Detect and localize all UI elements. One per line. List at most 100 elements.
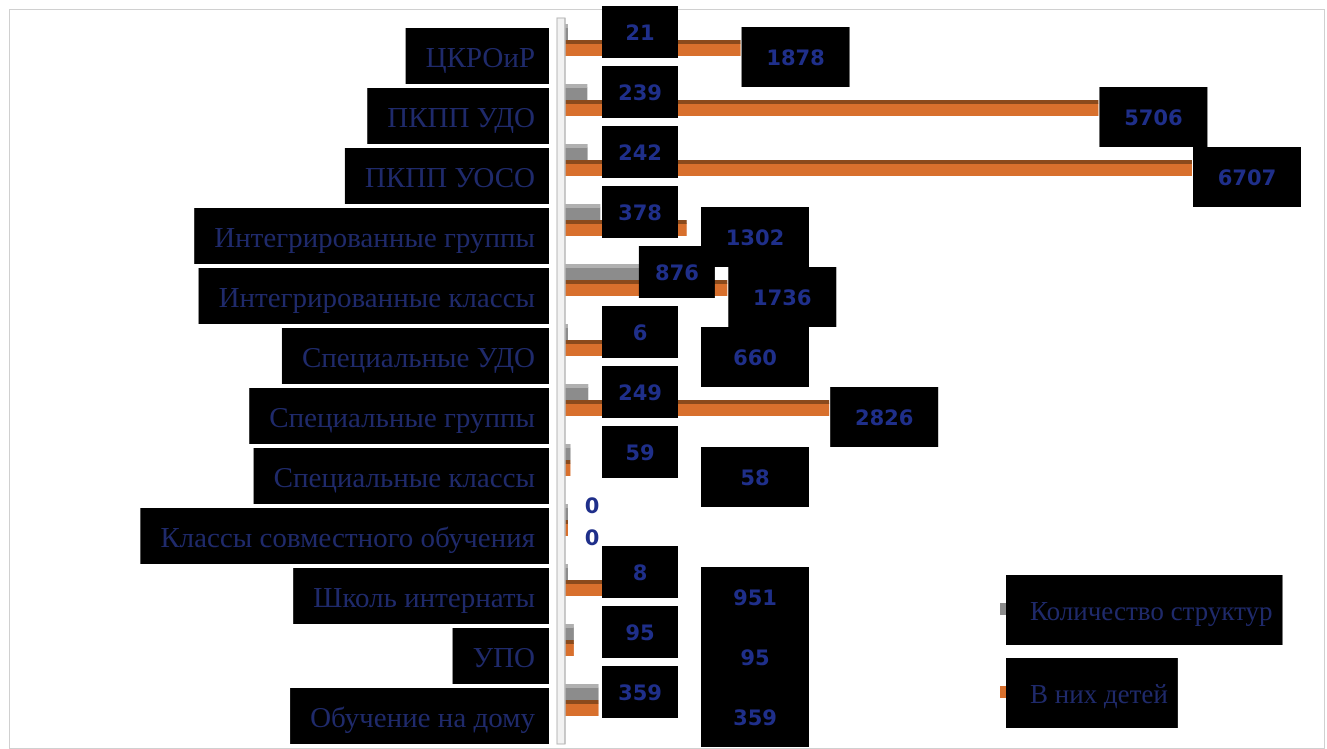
cat-spec-udo-label: Специальные УДО: [302, 342, 535, 374]
value-children-1-box: [1099, 87, 1208, 147]
legend-swatch-1: [1000, 686, 1006, 698]
value-children-9: 951: [733, 586, 777, 610]
value-count-11-box: [602, 666, 678, 718]
legend-swatch-0: [1000, 603, 1006, 615]
value-children-2-box: [1193, 147, 1301, 207]
bar-count-1: [565, 87, 588, 100]
axis-wall: [556, 17, 566, 745]
value-count-7-box: [602, 426, 678, 478]
value-children-6: 2826: [855, 406, 913, 430]
value-count-6-box: [602, 366, 678, 418]
value-count-8: 0: [585, 494, 600, 518]
cat-boarding-label: Школь интернаты: [313, 582, 535, 614]
bar-children-top-7: [565, 460, 571, 464]
bar-children-top-2: [565, 160, 1192, 164]
bar-children-7: [565, 463, 571, 476]
cat-tskroir-box: [405, 28, 549, 84]
cat-spec-groups-label: Специальные группы: [269, 402, 535, 434]
bar-count-top-7: [565, 444, 571, 448]
legend-box-1: [1006, 658, 1178, 728]
value-children-11-box: [701, 687, 809, 747]
cat-spec-udo-box: [281, 328, 549, 384]
value-count-1-box: [602, 66, 678, 118]
cat-home-box: [290, 688, 549, 744]
cat-pkpp-uoso-box: [344, 148, 549, 204]
bar-children-2: [565, 163, 1192, 176]
cat-home-label: Обучение на дому: [310, 702, 535, 734]
bar-children-top-10: [565, 640, 574, 644]
bar-children-top-6: [565, 400, 830, 404]
bar-count-7: [565, 447, 571, 460]
value-count-3: 378: [618, 201, 662, 225]
value-children-1: 5706: [1124, 106, 1182, 130]
value-count-11: 359: [618, 681, 662, 705]
value-count-5: 6: [633, 321, 648, 345]
bar-count-11: [565, 687, 599, 700]
cat-int-classes-box: [198, 268, 549, 324]
bar-children-11: [565, 703, 599, 716]
value-count-4: 876: [655, 261, 699, 285]
bar-children-8: [565, 523, 568, 536]
legend-label-1: В них детей: [1030, 679, 1168, 709]
value-children-0: 1878: [766, 46, 824, 70]
value-count-6: 249: [618, 381, 662, 405]
value-count-5-box: [602, 306, 678, 358]
value-children-7: 58: [740, 466, 769, 490]
cat-pkpp-uoso-label: ПКПП УОСО: [365, 162, 535, 194]
bar-count-top-4: [565, 264, 647, 268]
value-children-5: 660: [733, 346, 777, 370]
cat-spec-groups-box: [249, 388, 549, 444]
value-children-3: 1302: [726, 226, 784, 250]
value-count-4-box: [638, 246, 715, 298]
bar-count-4: [565, 267, 647, 280]
cat-int-groups-box: [194, 208, 549, 264]
bar-count-top-5: [565, 324, 568, 328]
cat-upo-label: УПО: [473, 642, 535, 674]
legend-label-0: Количество структур: [1030, 596, 1273, 626]
bar-count-top-3: [565, 204, 601, 208]
bar-count-top-8: [565, 504, 568, 508]
value-count-0-box: [602, 6, 678, 58]
cat-pkpp-udo-label: ПКПП УДО: [387, 102, 535, 134]
value-children-0-box: [741, 27, 850, 87]
bar-children-top-11: [565, 700, 599, 704]
bar-count-top-0: [565, 24, 568, 28]
bar-count-top-6: [565, 384, 589, 388]
bar-count-9: [565, 567, 568, 580]
cat-spec-classes-box: [253, 448, 549, 504]
bar-children-top-5: [565, 340, 627, 344]
value-children-10: 95: [740, 646, 769, 670]
cat-int-groups-label: Интегрированные группы: [214, 222, 535, 254]
value-count-9-box: [602, 546, 678, 598]
value-children-6-box: [830, 387, 939, 447]
cat-joint-classes-label: Классы совместного обучения: [160, 522, 535, 554]
bar-count-2: [565, 147, 588, 160]
bar-count-0: [565, 27, 568, 40]
bar-count-top-1: [565, 84, 588, 88]
cat-upo-box: [452, 628, 549, 684]
value-count-1: 239: [618, 81, 662, 105]
value-count-10: 95: [625, 621, 654, 645]
value-count-3-box: [602, 186, 678, 238]
value-count-7: 59: [625, 441, 654, 465]
bar-count-top-11: [565, 684, 599, 688]
value-children-3-box: [701, 207, 809, 267]
value-count-9: 8: [633, 561, 648, 585]
cat-int-classes-label: Интегрированные классы: [219, 282, 535, 314]
bar-children-10: [565, 643, 574, 656]
cat-tskroir-label: ЦКРОиР: [426, 42, 535, 74]
cat-spec-classes-label: Специальные классы: [274, 462, 535, 494]
cat-pkpp-udo-box: [367, 88, 549, 144]
value-count-10-box: [602, 606, 678, 658]
bar-count-top-10: [565, 624, 574, 628]
value-children-9-box: [701, 567, 809, 627]
value-children-11: 359: [733, 706, 777, 730]
value-children-4: 1736: [753, 286, 811, 310]
bar-count-top-9: [565, 564, 568, 568]
value-children-7-box: [701, 447, 809, 507]
cat-boarding-box: [293, 568, 549, 624]
value-count-0: 21: [625, 21, 654, 45]
legend-box-0: [1006, 575, 1283, 645]
value-children-2: 6707: [1218, 166, 1276, 190]
